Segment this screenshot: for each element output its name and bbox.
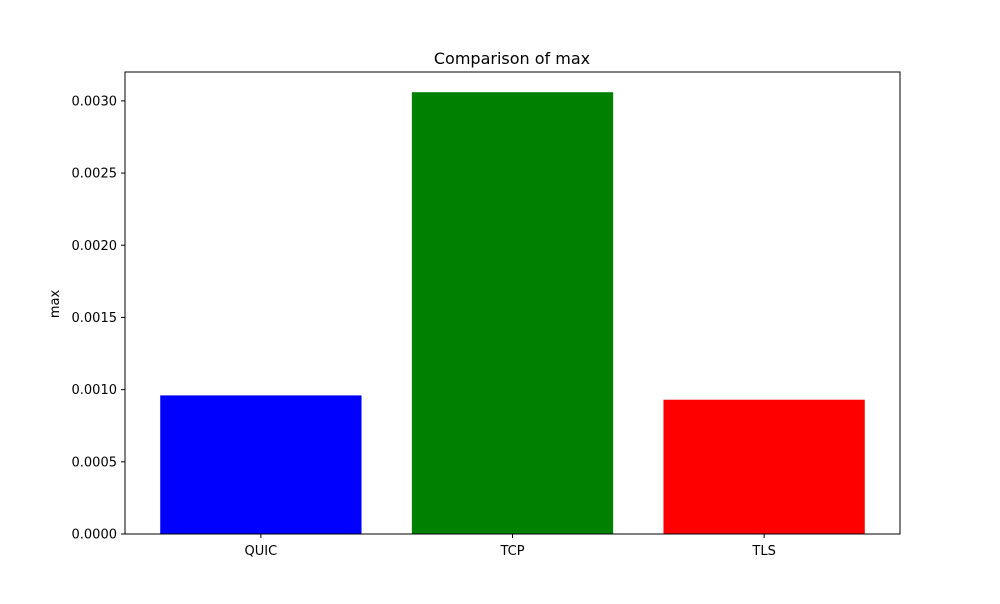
y-tick-label: 0.0020 xyxy=(72,239,118,254)
y-axis: 0.0000 0.0005 0.0010 0.0015 0.0020 0.0025 0.00… xyxy=(72,94,125,543)
chart-title: Comparison of max xyxy=(434,49,590,68)
y-axis-label: max xyxy=(48,290,63,319)
y-tick-label: 0.0005 xyxy=(72,455,118,470)
y-tick-label: 0.0010 xyxy=(72,383,118,398)
x-tick-label: TLS xyxy=(751,544,775,559)
y-tick-label: 0.0015 xyxy=(72,311,118,326)
x-tick-label: QUIC xyxy=(245,544,278,559)
bar-tcp xyxy=(411,92,614,535)
x-axis: QUIC TCP TLS xyxy=(245,534,776,559)
bars-layer xyxy=(160,92,865,535)
y-tick-label: 0.0025 xyxy=(72,167,118,182)
plot-frame xyxy=(124,71,901,535)
bar-tls xyxy=(663,399,865,534)
bar-quic xyxy=(160,395,362,534)
x-tick-label: TCP xyxy=(499,544,524,559)
y-tick-label: 0.0030 xyxy=(72,94,118,109)
y-tick-label: 0.0000 xyxy=(72,528,118,543)
